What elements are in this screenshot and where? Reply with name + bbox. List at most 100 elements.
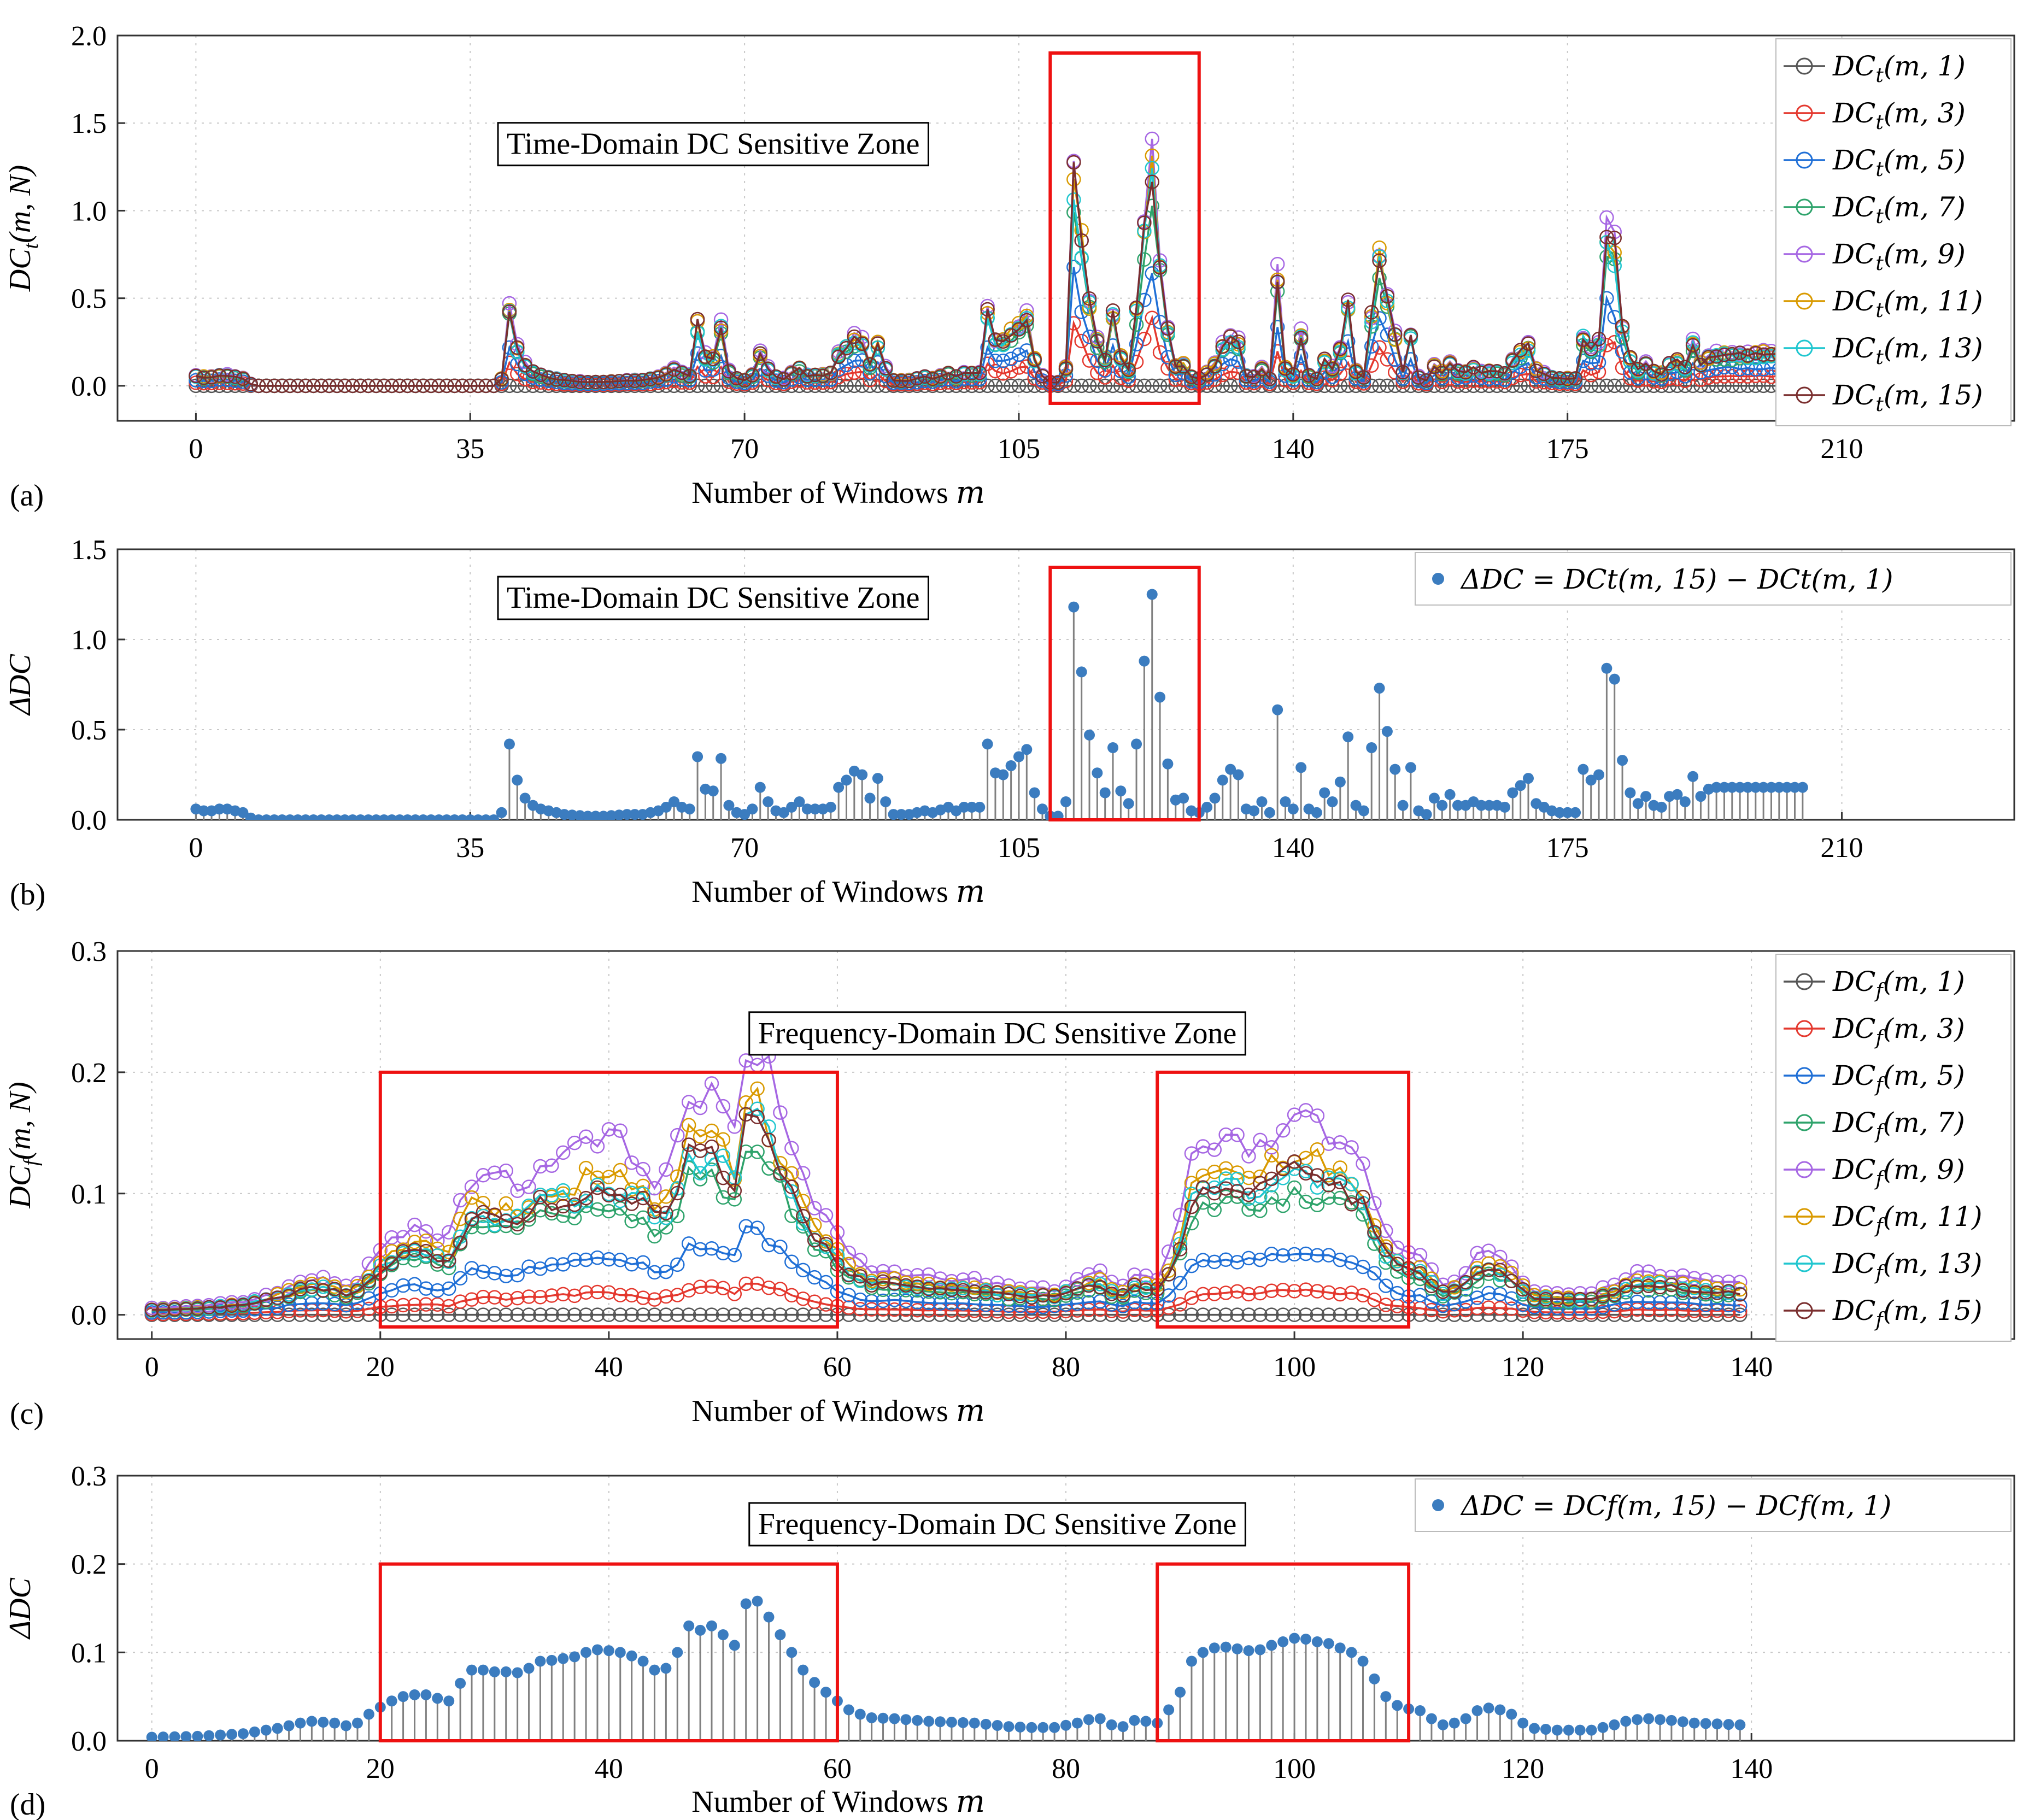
legend-label-base: DC: [1832, 50, 1875, 82]
x-tick-label: 40: [595, 1753, 623, 1784]
series-marker: [419, 1248, 433, 1263]
series-marker: [727, 1119, 742, 1134]
stem-marker: [580, 1647, 592, 1658]
series-marker: [1344, 1197, 1359, 1212]
stem-marker: [1129, 1715, 1140, 1726]
series-marker: [578, 1307, 594, 1322]
series-marker: [795, 1263, 811, 1278]
series-marker: [773, 1282, 788, 1296]
stem-marker: [215, 1729, 226, 1741]
legend-marker: [1432, 1499, 1444, 1511]
series-marker: [267, 378, 282, 394]
series-marker: [377, 378, 391, 394]
series-marker: [635, 373, 650, 388]
stem-marker: [1154, 691, 1166, 703]
series-marker: [1364, 339, 1379, 354]
y-tick-label: 1.5: [71, 535, 107, 566]
series-marker: [636, 1255, 650, 1270]
series-marker: [1066, 378, 1081, 394]
series-marker: [1207, 1202, 1222, 1217]
x-tick-label: 70: [730, 433, 759, 465]
stem-marker: [1248, 805, 1260, 817]
series-marker: [795, 1307, 811, 1322]
series-marker: [1675, 1303, 1691, 1318]
stem-marker: [706, 1620, 717, 1631]
series-marker: [455, 378, 470, 394]
stem-marker: [1037, 1722, 1049, 1733]
series-marker: [713, 320, 729, 336]
stem-marker: [810, 803, 821, 815]
series-marker: [396, 1307, 411, 1322]
stem-marker: [260, 1724, 272, 1736]
legend-label-sub: t: [1875, 300, 1884, 322]
stem-marker: [1734, 1719, 1746, 1730]
panel-tag: (a): [10, 479, 44, 513]
stem-marker: [1687, 771, 1699, 782]
series-marker: [800, 372, 815, 388]
stem-marker: [613, 809, 625, 820]
stem-marker: [1342, 731, 1354, 743]
stem-marker: [723, 800, 735, 811]
legend-label-sub: t: [1875, 394, 1884, 416]
series-marker: [1504, 1273, 1519, 1289]
series-marker: [1298, 1166, 1314, 1181]
series-marker: [1293, 331, 1309, 345]
legend-item: DCf(m, 11): [1784, 1201, 1983, 1237]
series-marker: [510, 1307, 525, 1322]
series-marker: [1544, 370, 1559, 385]
stem-marker: [1437, 1719, 1449, 1730]
series-marker: [659, 1264, 673, 1279]
legend-marker: [1796, 1067, 1813, 1084]
stem-marker: [169, 1731, 180, 1741]
series-marker: [1218, 1127, 1233, 1142]
series-marker: [1740, 378, 1755, 394]
legend-label: DCt(m, 11): [1832, 285, 1983, 322]
series-marker: [910, 1295, 925, 1310]
series-marker: [1161, 1267, 1176, 1282]
legend-label-args: (m, 7): [1883, 1107, 1965, 1138]
stem-marker: [1217, 774, 1228, 786]
stem-marker: [1517, 1717, 1529, 1729]
y-axis-label-base: DC: [3, 1165, 37, 1208]
series-marker: [839, 367, 854, 381]
series-marker: [693, 1100, 708, 1116]
legend: ΔDC = DCt(m, 15) − DCt(m, 1): [1415, 552, 2012, 606]
series-marker: [1137, 378, 1152, 394]
series-marker: [1184, 1146, 1199, 1161]
series-8: [189, 155, 1810, 394]
series-marker: [487, 1165, 502, 1180]
y-tick-label: 0.0: [71, 371, 107, 402]
series-marker: [853, 1301, 867, 1317]
series-marker: [1538, 1291, 1553, 1307]
legend-item: DCt(m, 5): [1784, 144, 1966, 181]
legend-label: DCt(m, 9): [1832, 238, 1966, 275]
stem-marker: [318, 1717, 329, 1728]
stem-marker: [1529, 1723, 1540, 1734]
series-marker: [784, 1179, 799, 1194]
series-marker: [1435, 1298, 1451, 1313]
series-marker: [1333, 1160, 1347, 1175]
series-marker: [1654, 367, 1669, 382]
series-marker: [476, 1289, 491, 1305]
series-line: [151, 1225, 1740, 1314]
series-marker: [693, 1307, 708, 1322]
legend-label-base: DC: [1832, 332, 1875, 364]
series-marker: [1356, 1156, 1370, 1171]
series-marker: [1372, 340, 1387, 355]
series-marker: [716, 1307, 731, 1322]
stem-marker: [1570, 807, 1581, 818]
series-marker: [521, 1259, 536, 1274]
series-marker: [894, 373, 909, 389]
series-marker: [1443, 356, 1457, 371]
series-marker: [1591, 355, 1606, 370]
stem-marker: [351, 1717, 363, 1729]
series-marker: [1379, 1307, 1393, 1322]
series-marker: [1082, 353, 1097, 368]
series-marker: [1652, 1276, 1668, 1290]
series-marker: [745, 368, 760, 383]
stem-marker: [283, 1720, 295, 1731]
series-marker: [316, 1279, 331, 1294]
series-marker: [1172, 1297, 1188, 1312]
series-marker: [1733, 1275, 1748, 1289]
series-marker: [773, 1307, 788, 1322]
